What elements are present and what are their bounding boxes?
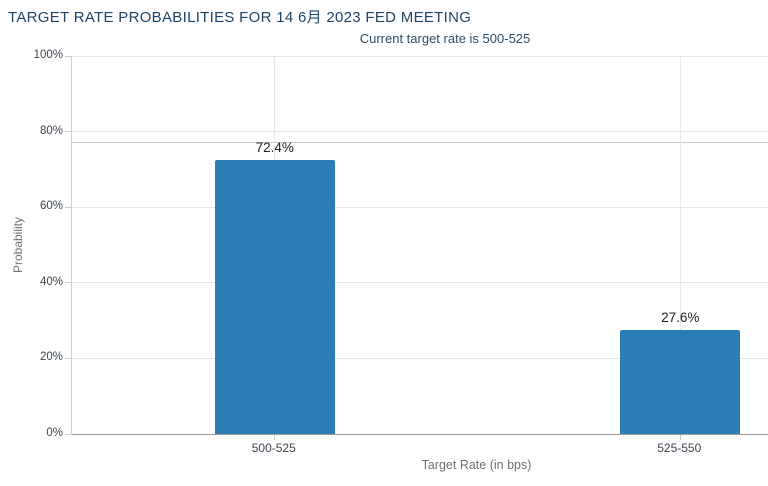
bar-500-525[interactable] [214, 160, 335, 434]
y-gridline [72, 357, 768, 359]
x-axis-tick [274, 435, 276, 440]
y-gridline [72, 282, 768, 284]
y-axis-tick [65, 131, 72, 133]
y-axis-title: Probability [11, 216, 25, 274]
y-axis-tick [65, 433, 72, 435]
chart-title: TARGET RATE PROBABILITIES FOR 14 6月 2023… [8, 9, 472, 26]
bar-525-550[interactable] [620, 329, 741, 434]
plot-area: 72.4% 27.6% [65, 55, 768, 440]
y-tick-label: 40% [39, 275, 63, 288]
y-axis-tick [65, 55, 72, 57]
y-axis-tick [65, 357, 72, 359]
chart-subtitle: Current target rate is 500-525 [359, 31, 531, 46]
x-axis-title: Target Rate (in bps) [421, 458, 532, 472]
bar-value-label: 27.6% [661, 309, 700, 325]
y-gridline [72, 131, 768, 133]
y-gridline [72, 206, 768, 208]
y-tick-label: 20% [39, 351, 63, 364]
x-tick-label: 500-525 [251, 441, 296, 455]
y-axis-tick [65, 206, 72, 208]
y-tick-label: 60% [39, 200, 63, 213]
y-tick-label: 100% [33, 49, 63, 61]
y-axis-tick [65, 282, 72, 284]
y-tick-label: 0% [46, 427, 63, 439]
y-tick-label: 80% [39, 124, 63, 137]
reference-line [72, 142, 768, 144]
x-tick-label: 525-550 [657, 441, 702, 455]
y-gridline [72, 55, 768, 57]
x-gridline [679, 56, 681, 434]
x-axis-tick [679, 435, 681, 440]
bar-value-label: 72.4% [255, 140, 294, 156]
